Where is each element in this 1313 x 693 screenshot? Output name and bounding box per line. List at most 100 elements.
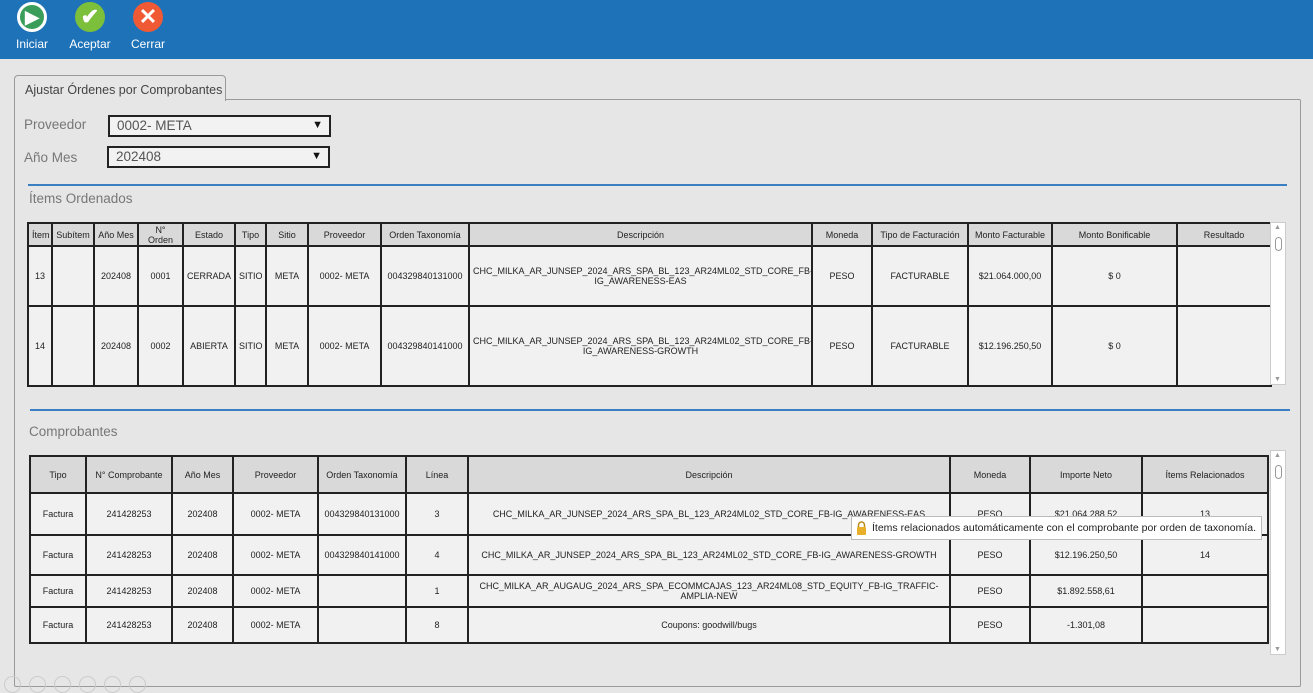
table-cell: PESO bbox=[811, 245, 873, 307]
table-cell: 0001 bbox=[137, 245, 184, 307]
table-cell: PESO bbox=[949, 574, 1031, 608]
column-header[interactable]: N° Comprobante bbox=[85, 455, 173, 494]
column-header[interactable]: Proveedor bbox=[232, 455, 319, 494]
column-header[interactable]: Subítem bbox=[51, 222, 95, 247]
tab-adjust-orders[interactable]: Ajustar Órdenes por Comprobantes bbox=[14, 75, 226, 101]
scroll-down-icon[interactable]: ▼ bbox=[1274, 376, 1281, 383]
table-cell: $1.892.558,61 bbox=[1029, 574, 1143, 608]
month-value: 202408 bbox=[116, 149, 162, 164]
table-cell: 14 bbox=[1141, 534, 1269, 576]
ordered-items-title: Ítems Ordenados bbox=[29, 191, 133, 206]
column-header[interactable]: Línea bbox=[405, 455, 469, 494]
column-header[interactable]: Resultado bbox=[1176, 222, 1272, 247]
start-label: Iniciar bbox=[15, 37, 48, 51]
dropdown-arrow-icon: ▼ bbox=[311, 150, 322, 162]
table-cell: 13 bbox=[27, 245, 53, 307]
table-cell: Factura bbox=[29, 574, 87, 608]
table-cell: Factura bbox=[29, 606, 87, 644]
column-header[interactable]: Sitio bbox=[265, 222, 309, 247]
column-header[interactable]: Año Mes bbox=[171, 455, 234, 494]
tooltip: Ítems relacionados automáticamente con e… bbox=[851, 516, 1262, 540]
scroll-thumb[interactable] bbox=[1275, 237, 1282, 251]
table-cell: FACTURABLE bbox=[871, 305, 969, 387]
table-cell: CHC_MILKA_AR_AUGAUG_2024_ARS_SPA_ECOMMCA… bbox=[467, 574, 951, 608]
accept-button[interactable]: ✔ Aceptar bbox=[68, 2, 112, 51]
column-header[interactable]: Año Mes bbox=[93, 222, 139, 247]
column-header[interactable]: Descripción bbox=[467, 455, 951, 494]
month-label: Año Mes bbox=[24, 150, 78, 165]
table-row[interactable]: Factura 241428253 202408 0002- META 00432984… bbox=[29, 534, 1269, 576]
column-header[interactable]: Descripción bbox=[468, 222, 813, 247]
table-cell bbox=[51, 245, 95, 307]
table-row[interactable]: 14 202408 0002 ABIERTA SITIO META 0002- META 00… bbox=[27, 305, 1272, 387]
edit-icon[interactable] bbox=[54, 676, 71, 693]
scroll-up-icon[interactable]: ▲ bbox=[1274, 452, 1281, 459]
column-header[interactable]: Moneda bbox=[811, 222, 873, 247]
table-cell: CHC_MILKA_AR_JUNSEP_2024_ARS_SPA_BL_123_… bbox=[468, 245, 813, 307]
table-cell: SITIO bbox=[234, 245, 267, 307]
table-cell: PESO bbox=[949, 534, 1031, 576]
table-cell: 0002- META bbox=[307, 245, 382, 307]
start-button[interactable]: ▶ Iniciar bbox=[12, 2, 52, 51]
table-row[interactable]: 13 202408 0001 CERRADA SITIO META 0002- META 00… bbox=[27, 245, 1272, 307]
dropdown-arrow-icon: ▼ bbox=[312, 119, 323, 131]
bottom-toolbar bbox=[4, 676, 146, 693]
scroll-up-icon[interactable]: ▲ bbox=[1274, 224, 1281, 231]
more-icon[interactable] bbox=[129, 676, 146, 693]
month-select[interactable]: 202408 ▼ bbox=[107, 146, 330, 168]
table-cell bbox=[317, 574, 407, 608]
provider-select[interactable]: 0002- META ▼ bbox=[108, 115, 331, 137]
search-icon[interactable] bbox=[104, 676, 121, 693]
column-header[interactable]: Estado bbox=[182, 222, 236, 247]
table-cell: -1.301,08 bbox=[1029, 606, 1143, 644]
column-header[interactable]: Monto Facturable bbox=[967, 222, 1053, 247]
column-header[interactable]: Tipo bbox=[234, 222, 267, 247]
column-header[interactable]: Proveedor bbox=[307, 222, 382, 247]
column-header[interactable]: Importe Neto bbox=[1029, 455, 1143, 494]
close-button[interactable]: ✕ Cerrar bbox=[128, 2, 168, 51]
table-cell: Factura bbox=[29, 534, 87, 576]
toolbar: ▶ Iniciar ✔ Aceptar ✕ Cerrar bbox=[0, 0, 1313, 59]
table-cell: CHC_MILKA_AR_JUNSEP_2024_ARS_SPA_BL_123_… bbox=[468, 305, 813, 387]
column-header[interactable]: Monto Bonificable bbox=[1051, 222, 1178, 247]
table-cell bbox=[1141, 574, 1269, 608]
column-header[interactable]: Ítem bbox=[27, 222, 53, 247]
play-icon[interactable] bbox=[29, 676, 46, 693]
table-cell: 004329840141000 bbox=[380, 305, 470, 387]
table-cell: 202408 bbox=[93, 245, 139, 307]
close-label: Cerrar bbox=[130, 37, 165, 51]
scroll-thumb[interactable] bbox=[1275, 465, 1282, 479]
table-row[interactable]: Factura 241428253 202408 0002- META 8 Coupons… bbox=[29, 606, 1269, 644]
column-header[interactable]: Orden Taxonomía bbox=[317, 455, 407, 494]
table-cell: 4 bbox=[405, 534, 469, 576]
scroll-down-icon[interactable]: ▼ bbox=[1274, 646, 1281, 653]
table-cell: 241428253 bbox=[85, 534, 173, 576]
column-header[interactable]: Orden Taxonomía bbox=[380, 222, 470, 247]
ordered-scrollbar[interactable]: ▲ ▼ bbox=[1270, 222, 1286, 385]
column-header[interactable]: Moneda bbox=[949, 455, 1031, 494]
table-cell: META bbox=[265, 305, 309, 387]
column-header[interactable]: Tipo de Facturación bbox=[871, 222, 969, 247]
column-header[interactable]: Tipo bbox=[29, 455, 87, 494]
table-cell: CERRADA bbox=[182, 245, 236, 307]
nav-icon[interactable] bbox=[4, 676, 21, 693]
save-icon[interactable] bbox=[79, 676, 96, 693]
table-cell: 241428253 bbox=[85, 492, 173, 536]
table-cell: 0002- META bbox=[232, 534, 319, 576]
table-cell: 0002- META bbox=[307, 305, 382, 387]
table-cell: $21.064.000,00 bbox=[967, 245, 1053, 307]
lock-icon bbox=[857, 521, 866, 535]
vouchers-title: Comprobantes bbox=[29, 424, 118, 439]
table-cell: $12.196.250,50 bbox=[967, 305, 1053, 387]
table-cell bbox=[51, 305, 95, 387]
accept-label: Aceptar bbox=[69, 37, 111, 51]
table-cell: 0002- META bbox=[232, 574, 319, 608]
table-cell: PESO bbox=[949, 606, 1031, 644]
table-cell bbox=[317, 606, 407, 644]
table-cell: $ 0 bbox=[1051, 245, 1178, 307]
table-cell: 004329840131000 bbox=[317, 492, 407, 536]
column-header[interactable]: N° Orden bbox=[137, 222, 184, 247]
vouchers-scrollbar[interactable]: ▲ ▼ bbox=[1270, 450, 1286, 655]
table-row[interactable]: Factura 241428253 202408 0002- META 1 CHC_MIL… bbox=[29, 574, 1269, 608]
column-header[interactable]: Ítems Relacionados bbox=[1141, 455, 1269, 494]
